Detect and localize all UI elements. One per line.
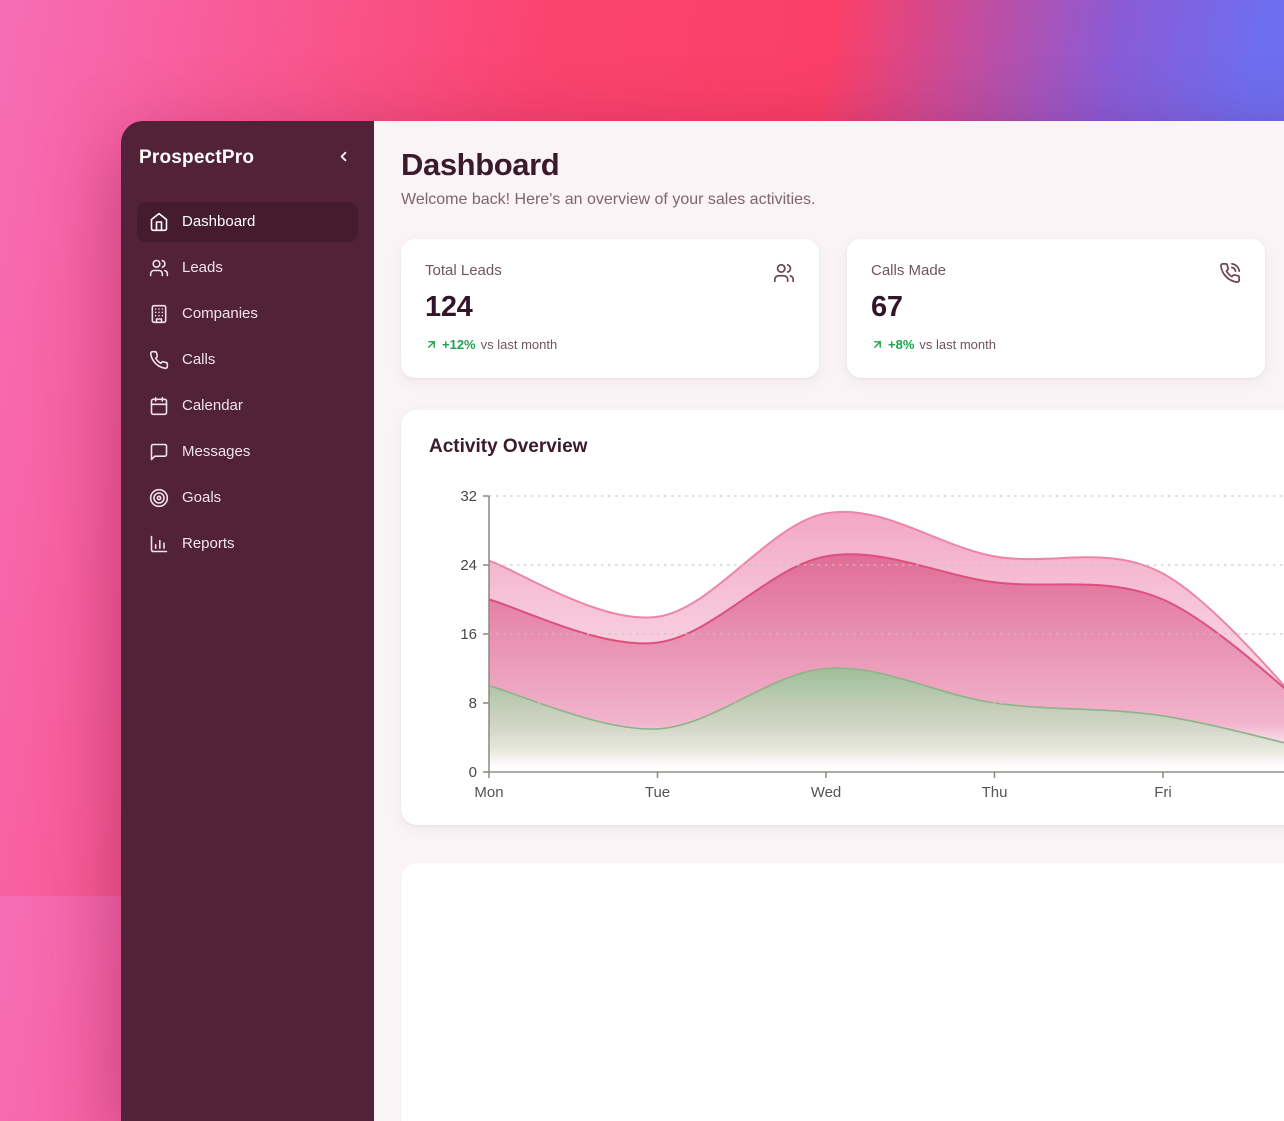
chevron-left-icon bbox=[336, 149, 351, 167]
sidebar-item-messages[interactable]: Messages bbox=[137, 432, 358, 472]
svg-text:Wed: Wed bbox=[811, 784, 842, 801]
sidebar-item-label: Messages bbox=[182, 443, 251, 460]
sidebar-item-label: Goals bbox=[182, 489, 222, 506]
bar-chart-icon bbox=[149, 534, 169, 554]
users-icon bbox=[773, 262, 795, 284]
app-window: ProspectPro Dashboard Leads Companies Ca… bbox=[121, 121, 1284, 1121]
trend-percent: +12% bbox=[442, 337, 476, 352]
svg-text:Mon: Mon bbox=[474, 784, 503, 801]
target-icon bbox=[149, 488, 169, 508]
stat-trend: +8% vs last month bbox=[871, 337, 1241, 352]
stat-label: Total Leads bbox=[425, 262, 502, 279]
brand-logo: ProspectPro bbox=[139, 147, 255, 168]
sidebar-item-dashboard[interactable]: Dashboard bbox=[137, 202, 358, 242]
bottom-card-cutoff bbox=[401, 863, 1284, 1121]
sidebar-item-label: Calls bbox=[182, 351, 216, 368]
svg-text:0: 0 bbox=[469, 764, 477, 781]
sidebar-item-label: Calendar bbox=[182, 397, 243, 414]
activity-chart: 0 8 16 24 32 Mon Tue Wed Thu Fri bbox=[460, 488, 1284, 801]
sidebar-item-label: Reports bbox=[182, 535, 235, 552]
svg-text:Thu: Thu bbox=[982, 784, 1008, 801]
chart-title: Activity Overview bbox=[429, 436, 588, 457]
stat-value: 124 bbox=[425, 291, 473, 323]
stat-card-calls-made: Calls Made 67 +8% vs last month bbox=[847, 239, 1265, 378]
sidebar-item-label: Companies bbox=[182, 305, 258, 322]
sidebar-item-reports[interactable]: Reports bbox=[137, 524, 358, 564]
phone-icon bbox=[149, 350, 169, 370]
sidebar-header: ProspectPro bbox=[137, 147, 358, 169]
svg-text:24: 24 bbox=[460, 557, 477, 574]
svg-text:16: 16 bbox=[460, 626, 477, 643]
sidebar-item-leads[interactable]: Leads bbox=[137, 248, 358, 288]
sidebar-item-label: Dashboard bbox=[182, 213, 256, 230]
sidebar-collapse-button[interactable] bbox=[332, 147, 354, 169]
trend-suffix: vs last month bbox=[480, 337, 558, 352]
svg-text:Fri: Fri bbox=[1154, 784, 1172, 801]
activity-overview-card: Activity Overview 0 8 16 24 32 Mon Tue Wed Thu Fr… bbox=[401, 410, 1284, 825]
trend-up-arrow-icon bbox=[871, 338, 884, 351]
page-subtitle: Welcome back! Here's an overview of your… bbox=[401, 191, 816, 208]
calendar-icon bbox=[149, 396, 169, 416]
sidebar: ProspectPro Dashboard Leads Companies Ca… bbox=[121, 121, 374, 1121]
stat-value: 67 bbox=[871, 291, 903, 323]
main-content: Dashboard Welcome back! Here's an overvi… bbox=[374, 121, 1284, 1121]
trend-suffix: vs last month bbox=[919, 337, 996, 352]
svg-text:32: 32 bbox=[460, 488, 477, 505]
sidebar-item-companies[interactable]: Companies bbox=[137, 294, 358, 334]
sidebar-item-goals[interactable]: Goals bbox=[137, 478, 358, 518]
sidebar-item-calls[interactable]: Calls bbox=[137, 340, 358, 380]
building-icon bbox=[149, 304, 169, 324]
home-icon bbox=[149, 212, 169, 232]
stats-row: Total Leads 124 +12% vs last month bbox=[401, 239, 1284, 378]
stat-card-header: Total Leads bbox=[425, 262, 795, 284]
svg-text:Tue: Tue bbox=[645, 784, 670, 801]
sidebar-item-label: Leads bbox=[182, 259, 223, 276]
message-square-icon bbox=[149, 442, 169, 462]
stat-trend: +12% vs last month bbox=[425, 337, 795, 352]
trend-up-arrow-icon bbox=[425, 338, 438, 351]
sidebar-nav: Dashboard Leads Companies Calls Calendar… bbox=[137, 202, 358, 564]
trend-up-group: +8% bbox=[871, 337, 914, 352]
sidebar-item-calendar[interactable]: Calendar bbox=[137, 386, 358, 426]
stat-card-header: Calls Made bbox=[871, 262, 1241, 284]
page-title: Dashboard bbox=[401, 147, 560, 182]
trend-up-group: +12% bbox=[425, 337, 476, 352]
stat-label: Calls Made bbox=[871, 262, 947, 279]
svg-text:8: 8 bbox=[469, 695, 477, 712]
phone-call-icon bbox=[1219, 262, 1241, 284]
trend-percent: +8% bbox=[888, 337, 915, 352]
stat-card-total-leads: Total Leads 124 +12% vs last month bbox=[401, 239, 819, 378]
users-icon bbox=[149, 258, 169, 278]
